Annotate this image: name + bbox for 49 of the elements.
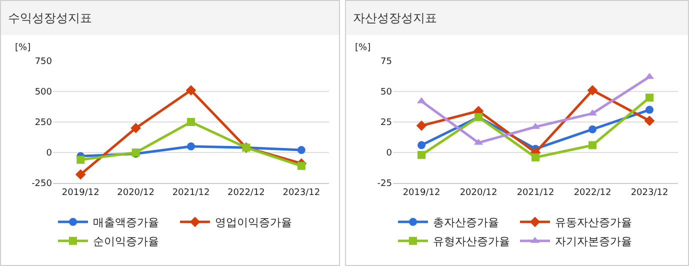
legend-label: 순이익증가율: [93, 235, 159, 248]
point: [646, 94, 654, 102]
y-tick-label: 50: [380, 88, 392, 98]
point: [186, 85, 196, 96]
chart-title: 수익성장성지표: [8, 11, 92, 26]
y-tick-label: 25: [380, 118, 392, 128]
y-tick-label: 750: [34, 57, 52, 68]
point: [646, 106, 654, 114]
y-axis-title: [%]: [15, 43, 31, 53]
x-tick-label: 2020/12: [460, 188, 498, 198]
point: [418, 141, 426, 150]
y-tick-label: -250: [32, 179, 52, 190]
point: [130, 122, 141, 134]
point: [187, 118, 195, 126]
legend-label: 자기자본증가율: [555, 235, 632, 248]
x-tick-label: 2023/12: [282, 188, 320, 198]
point: [587, 85, 598, 96]
x-tick-label: 2020/12: [117, 188, 154, 198]
point: [588, 141, 596, 150]
y-axis-title: [%]: [355, 43, 371, 53]
x-tick-label: 2021/12: [516, 188, 554, 198]
chart-title: 자산성장성지표: [352, 11, 437, 26]
point: [187, 142, 195, 150]
x-tick-label: 2022/12: [228, 188, 265, 198]
point: [588, 125, 596, 134]
y-tick-label: 0: [46, 148, 52, 159]
point: [418, 150, 426, 159]
legend-label: 영업이익증가율: [215, 216, 292, 230]
point: [297, 146, 306, 154]
legend-label: 유동자산증가율: [555, 216, 632, 230]
x-tick-label: 2021/12: [172, 188, 210, 198]
point: [297, 162, 306, 170]
y-tick-label: -25: [377, 179, 392, 190]
x-tick-label: 2019/12: [402, 188, 440, 198]
y-tick-label: 500: [34, 88, 52, 98]
point: [76, 156, 85, 164]
point: [75, 169, 86, 180]
legend-label: 총자산증가율: [433, 216, 499, 230]
x-tick-label: 2019/12: [62, 188, 100, 198]
point: [644, 116, 655, 126]
point: [532, 153, 540, 162]
legend-label: 매출액증가율: [93, 216, 159, 230]
legend-label: 유형자산증가율: [433, 235, 510, 248]
y-tick-label: 75: [380, 57, 392, 68]
point: [416, 120, 427, 131]
x-tick-label: 2022/12: [574, 188, 612, 198]
x-tick-label: 2023/12: [630, 188, 668, 198]
y-tick-label: 0: [386, 148, 392, 159]
y-tick-label: 250: [34, 118, 52, 128]
